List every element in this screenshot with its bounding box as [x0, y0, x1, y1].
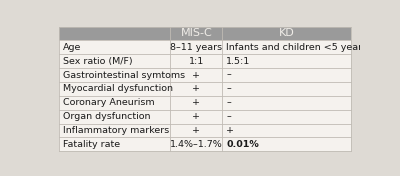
Text: 1.4%–1.7%: 1.4%–1.7%	[170, 140, 223, 149]
FancyBboxPatch shape	[222, 124, 351, 137]
Text: MIS-C: MIS-C	[180, 29, 212, 39]
FancyBboxPatch shape	[222, 82, 351, 96]
Text: 1:1: 1:1	[189, 57, 204, 66]
FancyBboxPatch shape	[222, 68, 351, 82]
FancyBboxPatch shape	[170, 96, 222, 110]
FancyBboxPatch shape	[59, 40, 170, 54]
Text: 0.01%: 0.01%	[226, 140, 259, 149]
Text: –: –	[226, 71, 231, 80]
FancyBboxPatch shape	[170, 40, 222, 54]
Text: Inflammatory markers: Inflammatory markers	[63, 126, 169, 135]
FancyBboxPatch shape	[170, 110, 222, 124]
FancyBboxPatch shape	[170, 82, 222, 96]
FancyBboxPatch shape	[170, 54, 222, 68]
FancyBboxPatch shape	[59, 54, 170, 68]
FancyBboxPatch shape	[222, 27, 351, 40]
Text: Coronary Aneurism: Coronary Aneurism	[63, 98, 155, 107]
Text: +: +	[192, 98, 200, 107]
Text: KD: KD	[279, 29, 294, 39]
FancyBboxPatch shape	[170, 124, 222, 137]
Text: –: –	[226, 84, 231, 93]
Text: –: –	[226, 112, 231, 121]
FancyBboxPatch shape	[59, 82, 170, 96]
Text: Fatality rate: Fatality rate	[63, 140, 120, 149]
FancyBboxPatch shape	[59, 96, 170, 110]
FancyBboxPatch shape	[222, 110, 351, 124]
Text: +: +	[192, 84, 200, 93]
FancyBboxPatch shape	[222, 40, 351, 54]
Text: 8–11 years: 8–11 years	[170, 43, 222, 52]
Text: +: +	[192, 112, 200, 121]
FancyBboxPatch shape	[59, 124, 170, 137]
FancyBboxPatch shape	[170, 68, 222, 82]
FancyBboxPatch shape	[59, 68, 170, 82]
Text: Organ dysfunction: Organ dysfunction	[63, 112, 150, 121]
FancyBboxPatch shape	[59, 110, 170, 124]
Text: +: +	[226, 126, 234, 135]
Text: Infants and children <5 years of age: Infants and children <5 years of age	[226, 43, 400, 52]
Text: 1.5:1: 1.5:1	[226, 57, 250, 66]
Text: Age: Age	[63, 43, 81, 52]
Text: +: +	[192, 71, 200, 80]
FancyBboxPatch shape	[170, 27, 222, 40]
FancyBboxPatch shape	[59, 137, 170, 151]
FancyBboxPatch shape	[59, 27, 170, 40]
Text: Sex ratio (M/F): Sex ratio (M/F)	[63, 57, 133, 66]
FancyBboxPatch shape	[222, 137, 351, 151]
FancyBboxPatch shape	[170, 137, 222, 151]
Text: +: +	[192, 126, 200, 135]
FancyBboxPatch shape	[222, 96, 351, 110]
Text: Gastrointestinal symtoms: Gastrointestinal symtoms	[63, 71, 185, 80]
Text: –: –	[226, 98, 231, 107]
FancyBboxPatch shape	[222, 54, 351, 68]
Text: Myocardial dysfunction: Myocardial dysfunction	[63, 84, 173, 93]
